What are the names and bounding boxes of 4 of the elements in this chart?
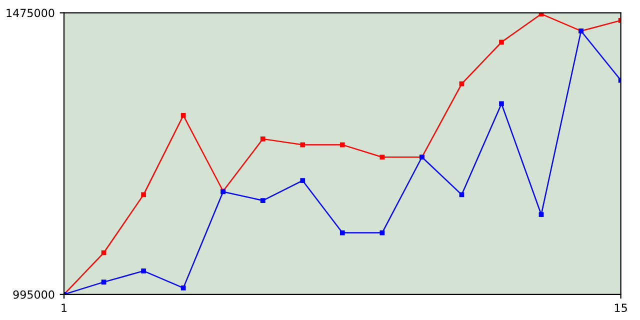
y-tick-label: 1475000 — [6, 8, 54, 18]
y-tick-label: 995000 — [13, 290, 54, 299]
x-tick-label: 1 — [62, 304, 67, 312]
x-tick-label: 15 — [614, 304, 627, 312]
